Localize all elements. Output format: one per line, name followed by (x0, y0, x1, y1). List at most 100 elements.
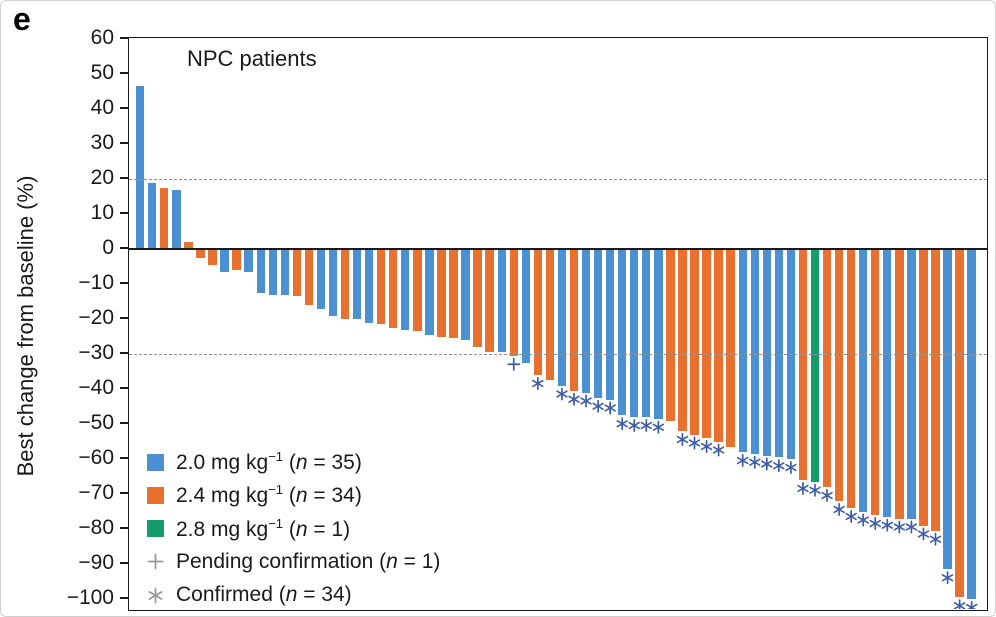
legend-color-swatch (147, 520, 164, 538)
patient-bar (183, 242, 194, 249)
confirmed-marker (532, 377, 544, 390)
y-tick-mark (120, 562, 128, 564)
y-tick-mark (120, 387, 128, 389)
reference-line (129, 354, 987, 355)
patient-bar (255, 249, 266, 293)
patient-bar (472, 249, 483, 347)
patient-bar (484, 249, 495, 353)
asterisk-icon (147, 587, 164, 604)
patient-bar (761, 249, 772, 456)
patient-bar (363, 249, 375, 323)
confirmed-marker (809, 483, 821, 497)
confirmed-marker (592, 399, 604, 413)
confirmed-marker (556, 387, 568, 401)
confirmed-marker (941, 571, 954, 585)
y-tick-label: −20 (78, 306, 114, 329)
patient-bar (749, 249, 760, 454)
confirmed-marker (869, 517, 881, 530)
patient-bar (279, 249, 290, 295)
legend-item-label: Pending confirmation (n = 1) (176, 549, 441, 573)
y-tick-mark (120, 317, 128, 319)
patient-bar (677, 249, 688, 431)
confirmed-marker (881, 518, 893, 532)
legend-item-label: 2.0 mg kg−1 (n = 35) (176, 449, 362, 474)
panel-label: e (13, 1, 31, 37)
patient-bar (882, 249, 893, 517)
patient-bar (966, 249, 977, 599)
confirmed-marker (688, 436, 701, 450)
plus-icon (147, 553, 164, 570)
legend-item: Confirmed (n = 34) (147, 583, 352, 607)
patient-bar (954, 249, 965, 598)
confirmed-marker (712, 443, 725, 457)
y-tick-label: −60 (78, 446, 114, 469)
patient-bar (918, 249, 929, 526)
patient-bar (821, 249, 833, 487)
patient-bar (267, 249, 278, 295)
patient-bar (665, 249, 676, 421)
y-tick-mark (120, 352, 128, 354)
patient-bar (508, 249, 519, 356)
patient-bar (617, 249, 628, 416)
legend-item-label: Confirmed (n = 34) (176, 583, 352, 607)
pending-marker (507, 357, 521, 371)
confirmed-marker (580, 394, 592, 408)
legend-color-swatch (147, 486, 164, 504)
patient-bar (870, 249, 881, 515)
y-tick-label: −90 (78, 551, 114, 574)
patient-bar (556, 249, 568, 386)
confirmed-marker (749, 455, 761, 469)
patient-bar (833, 249, 845, 501)
confirmed-marker (628, 419, 640, 432)
patient-bar (460, 249, 471, 340)
confirmed-marker (640, 419, 652, 432)
patient-bar (159, 187, 170, 249)
y-tick-mark (120, 282, 128, 284)
patient-bar (737, 249, 748, 452)
patient-bar (327, 249, 339, 316)
y-tick-label: −70 (78, 481, 114, 504)
chart-title: NPC patients (187, 46, 317, 71)
y-tick-mark (120, 142, 128, 144)
patient-bar (580, 249, 592, 393)
patient-bar (376, 249, 387, 325)
patient-bar (207, 249, 218, 265)
legend-item-label: 2.8 mg kg−1 (n = 1) (176, 515, 351, 541)
patient-bar (894, 249, 905, 519)
patient-bar (906, 249, 917, 519)
patient-bar (641, 249, 652, 417)
y-tick-label: −10 (78, 271, 114, 294)
confirmed-marker (604, 401, 616, 415)
confirmed-marker (857, 513, 869, 527)
confirmed-marker (652, 420, 665, 434)
confirmed-marker (917, 527, 930, 541)
y-tick-mark (120, 107, 128, 109)
y-tick-mark (120, 37, 128, 39)
y-tick-mark (120, 177, 128, 179)
reference-line (129, 179, 987, 180)
patient-bar (448, 249, 459, 339)
patient-bar (243, 249, 254, 272)
patient-bar (845, 249, 857, 508)
patient-bar (532, 249, 544, 375)
patient-bar (147, 182, 158, 249)
confirmed-marker (737, 454, 749, 467)
y-tick-mark (120, 212, 128, 214)
y-tick-label: 0 (102, 236, 114, 259)
confirmed-marker (676, 433, 689, 446)
zero-line (129, 248, 987, 250)
patient-bar (701, 249, 712, 438)
patient-bar (725, 249, 736, 447)
patient-bar (231, 249, 242, 270)
confirmed-marker (785, 461, 797, 474)
confirmed-marker (893, 520, 906, 534)
confirmed-marker (929, 532, 942, 546)
plot-area: NPC patients 2.0 mg kg−1 (n = 35) 2.4 mg … (128, 37, 988, 611)
y-tick-label: −50 (78, 411, 114, 434)
y-tick-mark (120, 457, 128, 459)
patient-bar (604, 249, 616, 400)
patient-bar (568, 249, 580, 391)
patient-bar (809, 249, 821, 482)
patient-bar (315, 249, 327, 309)
